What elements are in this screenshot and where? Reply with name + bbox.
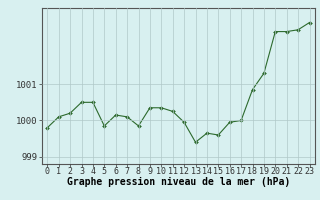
X-axis label: Graphe pression niveau de la mer (hPa): Graphe pression niveau de la mer (hPa) bbox=[67, 177, 290, 187]
